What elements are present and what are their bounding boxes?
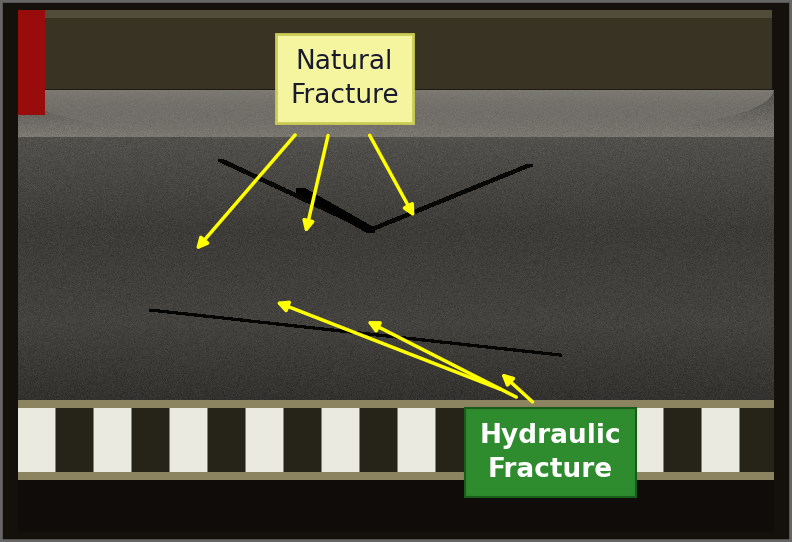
Text: Natural
Fracture: Natural Fracture [290, 49, 399, 108]
Text: Hydraulic
Fracture: Hydraulic Fracture [480, 423, 621, 482]
